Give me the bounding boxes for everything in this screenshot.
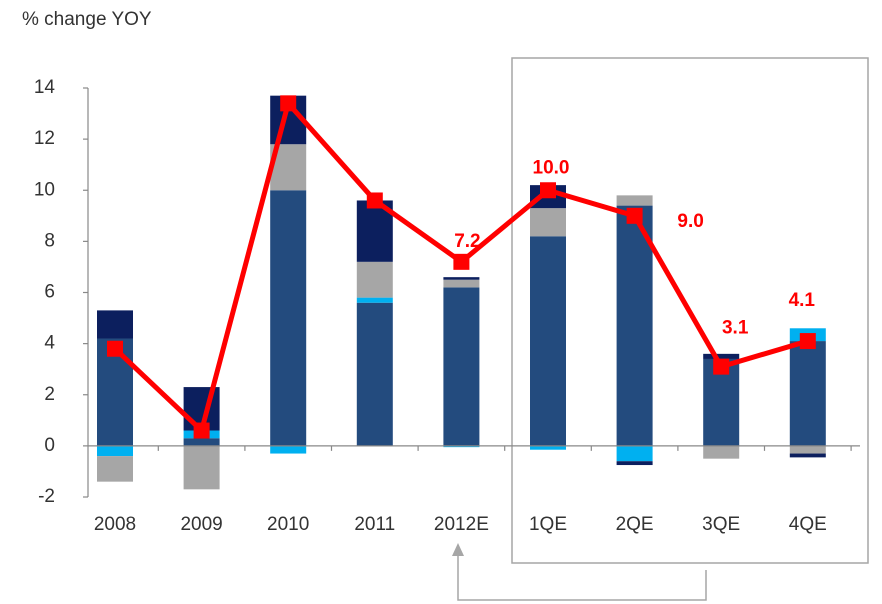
bar-segment xyxy=(270,190,307,446)
y-tick-label: 0 xyxy=(44,435,55,456)
bar-segment xyxy=(97,456,133,482)
line-marker xyxy=(540,182,556,199)
bar-segment xyxy=(183,445,220,490)
x-tick-label: 4QE xyxy=(789,514,827,535)
bar-segment xyxy=(530,445,566,450)
bar-segment xyxy=(616,195,653,206)
x-tick-label: 2012E xyxy=(434,514,489,535)
value-label: 7.2 xyxy=(454,231,480,252)
bar-segment xyxy=(97,310,133,339)
bar-segment xyxy=(703,445,740,459)
line-marker xyxy=(366,192,383,209)
arrow-head xyxy=(452,543,464,556)
bar-segment xyxy=(183,438,220,446)
bar-segment xyxy=(530,236,566,446)
x-tick-label: 2011 xyxy=(354,514,395,535)
arrow xyxy=(457,553,707,601)
bar-segment xyxy=(443,279,480,288)
x-tick-label: 3QE xyxy=(702,514,740,535)
bar-segment xyxy=(356,297,393,303)
bar-segment xyxy=(616,445,653,462)
x-tick-label: 2009 xyxy=(180,514,222,535)
y-tick-label: 12 xyxy=(34,128,55,149)
bar-segment xyxy=(789,445,826,454)
value-label: 3.1 xyxy=(722,318,749,339)
x-tick-label: 2010 xyxy=(267,514,309,535)
value-label: 10.0 xyxy=(533,157,570,178)
x-tick-label: 2008 xyxy=(94,514,136,535)
y-tick-label: 14 xyxy=(34,77,56,98)
bar-segment xyxy=(443,277,480,280)
bar-segment xyxy=(443,287,480,446)
line-marker xyxy=(453,253,470,270)
bar-segment xyxy=(530,208,566,237)
bar-segment xyxy=(97,445,133,457)
bar-segment xyxy=(789,341,826,446)
y-tick-label: 6 xyxy=(44,282,55,303)
forecast-box xyxy=(511,57,869,564)
y-tick-label: 2 xyxy=(44,384,55,405)
bar-segment xyxy=(703,353,740,359)
line-marker xyxy=(193,422,210,439)
line-marker xyxy=(107,340,123,357)
bar-segment xyxy=(443,445,480,448)
value-label: 9.0 xyxy=(677,211,703,232)
y-axis-label: % change YOY xyxy=(22,9,152,30)
line-marker xyxy=(626,207,643,224)
bar-segment xyxy=(789,453,826,458)
x-tick-label: 2QE xyxy=(616,514,654,535)
y-tick-label: 8 xyxy=(44,230,55,251)
x-tick-label: 1QE xyxy=(529,514,567,535)
bar-segment xyxy=(356,261,393,298)
bar-segment xyxy=(616,205,653,446)
y-tick-label: 4 xyxy=(44,333,55,354)
y-tick-label: 10 xyxy=(34,179,55,200)
y-tick-label: -2 xyxy=(38,486,55,507)
line-marker xyxy=(713,358,730,375)
line-marker xyxy=(799,333,816,350)
line-marker xyxy=(280,95,297,112)
bar-segment xyxy=(616,461,653,466)
value-label: 4.1 xyxy=(789,290,816,311)
bar-segment xyxy=(356,302,393,446)
bar-segment xyxy=(270,445,307,454)
